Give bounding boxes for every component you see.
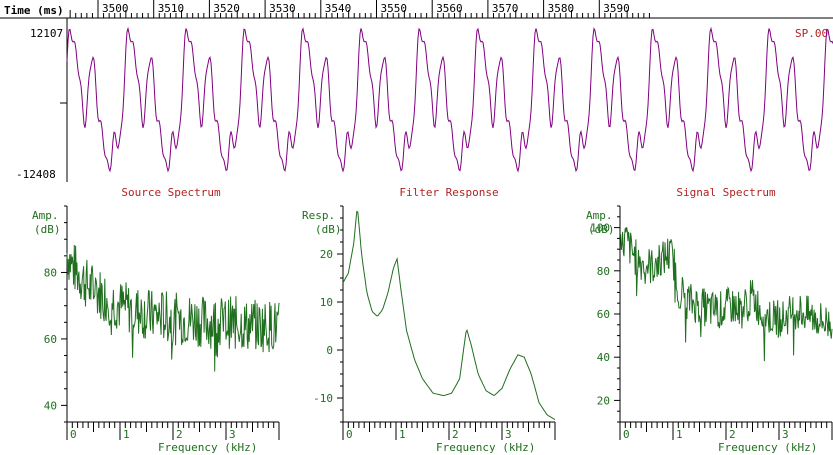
waveform-max-label: 12107 bbox=[30, 27, 63, 40]
y-tick-label: 60 bbox=[597, 308, 610, 321]
time-tick-label: 3530 bbox=[269, 2, 296, 15]
filter-response-ylabel-1: Resp. bbox=[302, 209, 335, 222]
y-tick-label: 0 bbox=[326, 344, 333, 357]
x-tick-label: 2 bbox=[452, 428, 459, 441]
filter-response-panel: Filter Response Resp. (dB) Frequency (kH… bbox=[302, 186, 556, 454]
filter-response-title: Filter Response bbox=[399, 186, 498, 199]
x-tick-label: 0 bbox=[70, 428, 77, 441]
series-line bbox=[619, 227, 833, 362]
y-tick-label: 100 bbox=[590, 222, 610, 235]
y-tick-label: 60 bbox=[44, 333, 57, 346]
signal-spectrum-xlabel: Frequency (kHz) bbox=[718, 441, 817, 454]
filter-response-plot: -10 0 10 20 0 1 2 3 bbox=[313, 205, 556, 441]
source-spectrum-xlabel: Frequency (kHz) bbox=[158, 441, 257, 454]
y-tick-label: 10 bbox=[320, 296, 333, 309]
signal-spectrum-ylabel-1: Amp. bbox=[586, 209, 613, 222]
x-tick-label: 3 bbox=[505, 428, 512, 441]
x-tick-label: 1 bbox=[676, 428, 683, 441]
x-tick-label: 2 bbox=[729, 428, 736, 441]
x-tick-label: 1 bbox=[123, 428, 130, 441]
signal-spectrum-panel: Signal Spectrum Amp. (dB) Frequency (kHz… bbox=[586, 186, 833, 454]
x-tick-label: 0 bbox=[623, 428, 630, 441]
source-spectrum-plot: 40 60 80 0 1 2 3 bbox=[44, 205, 280, 441]
waveform-trace bbox=[66, 26, 833, 173]
y-tick-label: 20 bbox=[597, 394, 610, 407]
filter-response-ylabel-2: (dB) bbox=[315, 223, 342, 236]
source-spectrum-ylabel-1: Amp. bbox=[32, 209, 59, 222]
time-axis-label: Time (ms) bbox=[4, 4, 64, 17]
series-line bbox=[342, 210, 556, 421]
channel-label: SP.00 bbox=[795, 27, 828, 40]
x-tick-label: 2 bbox=[176, 428, 183, 441]
time-tick-label: 3550 bbox=[381, 2, 408, 15]
y-tick-label: 40 bbox=[597, 351, 610, 364]
source-spectrum-title: Source Spectrum bbox=[121, 186, 221, 199]
y-tick-label: 20 bbox=[320, 248, 333, 261]
y-tick-label: 40 bbox=[44, 399, 57, 412]
series-line bbox=[66, 244, 280, 372]
filter-response-xlabel: Frequency (kHz) bbox=[436, 441, 535, 454]
y-tick-label: 80 bbox=[597, 265, 610, 278]
source-spectrum-panel: Source Spectrum Amp. (dB) Frequency (kHz… bbox=[32, 186, 280, 454]
x-tick-label: 0 bbox=[346, 428, 353, 441]
time-tick-label: 3590 bbox=[603, 2, 630, 15]
signal-spectrum-title: Signal Spectrum bbox=[676, 186, 776, 199]
time-tick-label: 3560 bbox=[436, 2, 463, 15]
time-tick-label: 3500 bbox=[102, 2, 129, 15]
x-tick-label: 3 bbox=[229, 428, 236, 441]
time-tick-label: 3570 bbox=[492, 2, 519, 15]
waveform-min-label: -12408 bbox=[16, 168, 56, 181]
time-axis-ticks: 3500 3510 3520 3530 3540 3550 3560 3570 3580 3590 bbox=[69, 0, 650, 18]
time-tick-label: 3540 bbox=[325, 2, 352, 15]
y-tick-label: 80 bbox=[44, 266, 57, 279]
time-tick-label: 3580 bbox=[548, 2, 575, 15]
time-tick-label: 3510 bbox=[158, 2, 185, 15]
signal-spectrum-plot: 20 40 60 80 100 0 1 2 3 bbox=[590, 205, 833, 441]
x-tick-label: 1 bbox=[399, 428, 406, 441]
time-tick-label: 3520 bbox=[213, 2, 240, 15]
waveform-panel: Time (ms) 3500 3510 3520 3530 3540 3550 3560 35… bbox=[0, 0, 833, 182]
signal-spectrum-ylabel-2: (dB) bbox=[588, 223, 615, 236]
x-tick-label: 3 bbox=[782, 428, 789, 441]
y-tick-label: -10 bbox=[313, 392, 333, 405]
source-spectrum-ylabel-2: (dB) bbox=[34, 223, 61, 236]
